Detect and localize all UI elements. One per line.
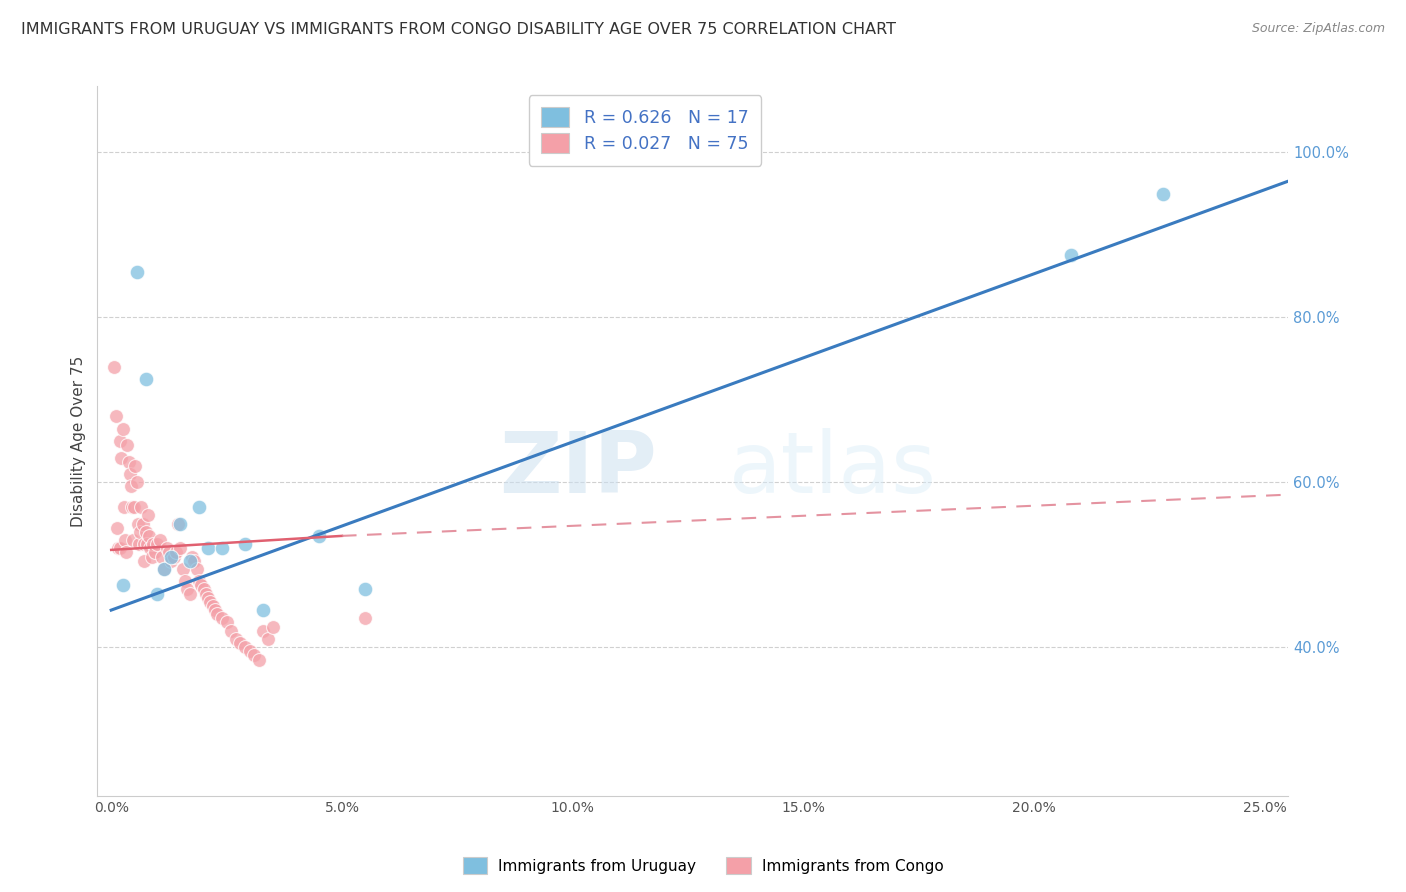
Point: [257, 632, 280, 646]
Point: [153, 562, 176, 576]
Point: [132, 537, 155, 551]
Point: [229, 636, 252, 650]
Point: [128, 537, 150, 551]
Point: [181, 549, 204, 564]
Text: Source: ZipAtlas.com: Source: ZipAtlas.com: [1251, 22, 1385, 36]
Point: [233, 537, 256, 551]
Point: [146, 586, 169, 600]
Point: [252, 603, 274, 617]
Point: [215, 615, 238, 630]
Point: [167, 516, 190, 531]
Point: [262, 619, 284, 633]
Point: [125, 475, 148, 490]
Point: [143, 545, 166, 559]
Point: [153, 562, 176, 576]
Point: [114, 533, 136, 547]
Point: [117, 438, 139, 452]
Point: [111, 422, 134, 436]
Point: [146, 537, 169, 551]
Point: [103, 359, 125, 374]
Point: [194, 586, 217, 600]
Point: [127, 516, 149, 531]
Point: [160, 549, 183, 564]
Point: [169, 541, 191, 556]
Text: ZIP: ZIP: [499, 428, 657, 511]
Point: [110, 434, 132, 448]
Point: [110, 450, 132, 465]
Point: [179, 586, 201, 600]
Point: [135, 372, 157, 386]
Point: [172, 562, 194, 576]
Point: [201, 599, 224, 613]
Point: [176, 582, 198, 597]
Point: [169, 516, 191, 531]
Point: [207, 607, 229, 622]
Legend: Immigrants from Uruguay, Immigrants from Congo: Immigrants from Uruguay, Immigrants from…: [457, 851, 949, 880]
Point: [104, 409, 127, 424]
Point: [1153, 186, 1175, 201]
Point: [125, 265, 148, 279]
Point: [174, 574, 197, 589]
Point: [204, 603, 226, 617]
Legend: R = 0.626   N = 17, R = 0.027   N = 75: R = 0.626 N = 17, R = 0.027 N = 75: [529, 95, 761, 166]
Point: [308, 529, 330, 543]
Point: [187, 574, 209, 589]
Point: [186, 562, 208, 576]
Point: [108, 541, 131, 556]
Point: [211, 541, 233, 556]
Point: [135, 524, 157, 539]
Point: [219, 624, 242, 638]
Point: [233, 640, 256, 655]
Point: [118, 455, 141, 469]
Point: [183, 554, 205, 568]
Point: [129, 500, 152, 514]
Point: [124, 458, 146, 473]
Point: [107, 541, 129, 556]
Point: [120, 479, 142, 493]
Point: [131, 516, 153, 531]
Point: [354, 611, 377, 625]
Point: [136, 508, 159, 523]
Point: [124, 500, 146, 514]
Point: [197, 541, 219, 556]
Point: [160, 554, 183, 568]
Point: [105, 521, 128, 535]
Point: [157, 545, 180, 559]
Point: [190, 578, 212, 592]
Point: [150, 549, 173, 564]
Point: [149, 533, 172, 547]
Point: [200, 595, 222, 609]
Point: [243, 648, 266, 663]
Point: [179, 554, 201, 568]
Text: atlas: atlas: [728, 428, 936, 511]
Point: [112, 500, 135, 514]
Point: [354, 582, 377, 597]
Point: [138, 529, 160, 543]
Point: [165, 545, 187, 559]
Point: [187, 500, 209, 514]
Point: [247, 652, 270, 666]
Point: [193, 582, 215, 597]
Point: [122, 533, 145, 547]
Point: [141, 549, 163, 564]
Point: [139, 541, 162, 556]
Point: [155, 541, 177, 556]
Point: [252, 624, 274, 638]
Point: [239, 644, 262, 658]
Y-axis label: Disability Age Over 75: Disability Age Over 75: [72, 355, 86, 526]
Point: [128, 524, 150, 539]
Point: [118, 467, 141, 481]
Point: [136, 537, 159, 551]
Point: [211, 611, 233, 625]
Text: IMMIGRANTS FROM URUGUAY VS IMMIGRANTS FROM CONGO DISABILITY AGE OVER 75 CORRELAT: IMMIGRANTS FROM URUGUAY VS IMMIGRANTS FR…: [21, 22, 896, 37]
Point: [225, 632, 247, 646]
Point: [162, 549, 184, 564]
Point: [121, 500, 143, 514]
Point: [111, 578, 134, 592]
Point: [115, 545, 138, 559]
Point: [1060, 248, 1083, 262]
Point: [134, 554, 156, 568]
Point: [197, 591, 219, 605]
Point: [142, 537, 165, 551]
